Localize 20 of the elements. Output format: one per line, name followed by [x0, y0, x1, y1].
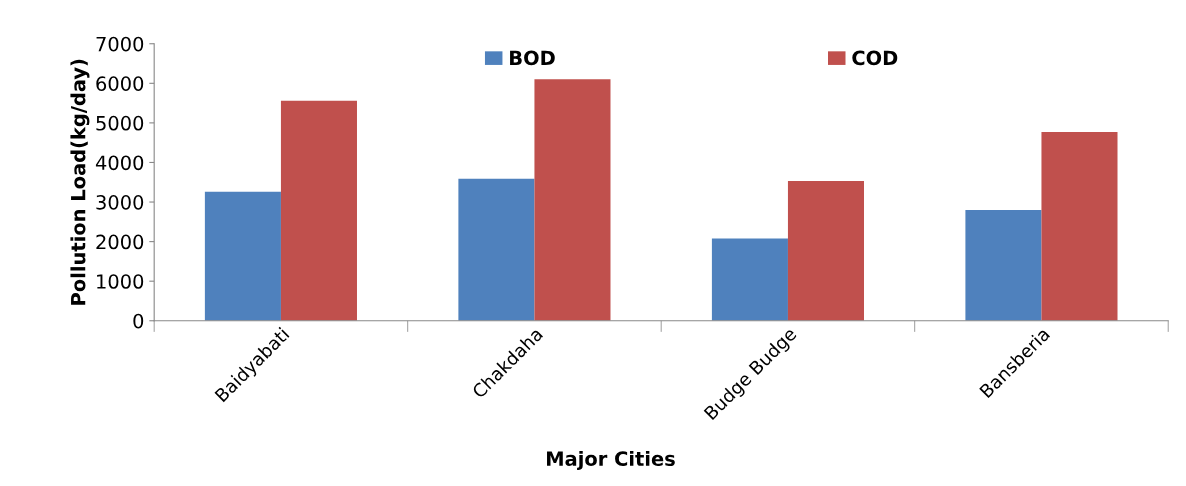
y-tick-label: 0 [133, 313, 144, 329]
bar [204, 191, 281, 321]
legend-label: BOD [510, 50, 555, 66]
bar [711, 238, 788, 321]
bar [534, 79, 611, 321]
bar [787, 181, 864, 321]
legend-label: COD [852, 50, 898, 66]
bar [458, 178, 535, 321]
x-axis-title: Major Cities [547, 450, 675, 470]
bar [965, 209, 1042, 321]
y-tick-label: 1000 [97, 274, 144, 289]
y-tick-label: 3000 [96, 194, 144, 210]
y-tick-label: 4000 [95, 155, 144, 171]
y-tick-label: 5000 [96, 115, 144, 131]
y-tick-label: 6000 [96, 76, 144, 91]
y-axis-title: Pollution Load(kg/day) [70, 59, 90, 305]
bar [280, 100, 357, 321]
bar [1041, 131, 1118, 321]
y-tick-label: 7000 [96, 36, 144, 52]
y-tick-label: 2000 [96, 234, 144, 250]
